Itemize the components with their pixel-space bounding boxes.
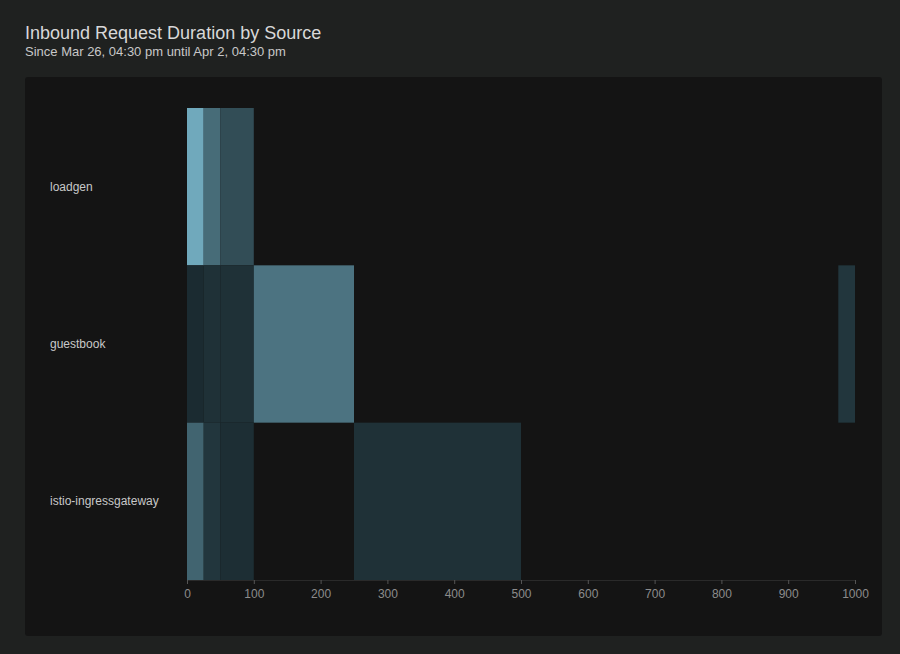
y-tick-label: loadgen [50, 180, 93, 194]
y-tick: istio-ingressgateway [50, 494, 187, 508]
x-tick-mark [454, 580, 455, 584]
subtitle: Since Mar 26, 04:30 pm until Apr 2, 04:3… [25, 44, 286, 59]
y-axis-line [187, 109, 188, 581]
x-tick-label: 200 [311, 587, 331, 601]
heat-cell [187, 423, 204, 580]
background [0, 0, 900, 654]
x-tick: 200 [311, 580, 331, 601]
heat-cell [838, 265, 855, 422]
x-tick-label: 0 [184, 587, 191, 601]
heat-cell [187, 108, 204, 265]
heat-cell [254, 265, 354, 422]
heat-cell [220, 265, 253, 422]
panel [25, 77, 882, 636]
x-tick-label: 400 [445, 587, 465, 601]
y-axis: loadgen guestbook istio-ingressgateway [50, 109, 188, 581]
x-tick: 600 [578, 580, 598, 601]
x-tick-label: 800 [712, 587, 732, 601]
cells [187, 108, 855, 580]
x-tick: 800 [712, 580, 732, 601]
x-tick-label: 500 [511, 587, 531, 601]
x-tick-label: 600 [578, 587, 598, 601]
x-tick-mark [521, 580, 522, 584]
x-tick: 300 [378, 580, 398, 601]
x-tick-label: 1000 [842, 587, 869, 601]
x-tick: 700 [645, 580, 665, 601]
x-tick: 900 [779, 580, 799, 601]
x-tick-label: 900 [779, 587, 799, 601]
x-tick-mark [387, 580, 388, 584]
x-tick-label: 300 [378, 587, 398, 601]
x-tick: 100 [244, 580, 264, 601]
x-tick: 500 [511, 580, 531, 601]
x-tick-mark [588, 580, 589, 584]
y-tick-label: guestbook [50, 337, 106, 351]
x-tick-mark [721, 580, 722, 584]
x-tick-mark [187, 580, 188, 584]
title: Inbound Request Duration by Source [25, 23, 321, 43]
x-tick: 1000 [842, 580, 869, 601]
x-tick-mark [788, 580, 789, 584]
heat-cell [220, 108, 253, 265]
x-tick-label: 100 [244, 587, 264, 601]
heat-cell [354, 423, 521, 580]
heat-cell [204, 108, 221, 265]
x-tick-mark [254, 580, 255, 584]
y-tick: loadgen [50, 180, 187, 194]
y-tick: guestbook [50, 337, 187, 351]
heat-cell [187, 265, 204, 422]
x-tick: 400 [445, 580, 465, 601]
x-axis: 0 100 200 300 400 500 600 700 800 900 1000 [184, 580, 869, 601]
y-tick-label: istio-ingressgateway [50, 494, 159, 508]
heat-cell [204, 423, 221, 580]
x-tick-label: 700 [645, 587, 665, 601]
heat-cell [204, 265, 221, 422]
x-tick: 0 [184, 580, 191, 601]
x-tick-mark [655, 580, 656, 584]
chart: Inbound Request Duration by SourceSince … [0, 0, 900, 654]
x-tick-mark [321, 580, 322, 584]
x-tick-mark [855, 580, 856, 584]
heat-cell [220, 423, 253, 580]
